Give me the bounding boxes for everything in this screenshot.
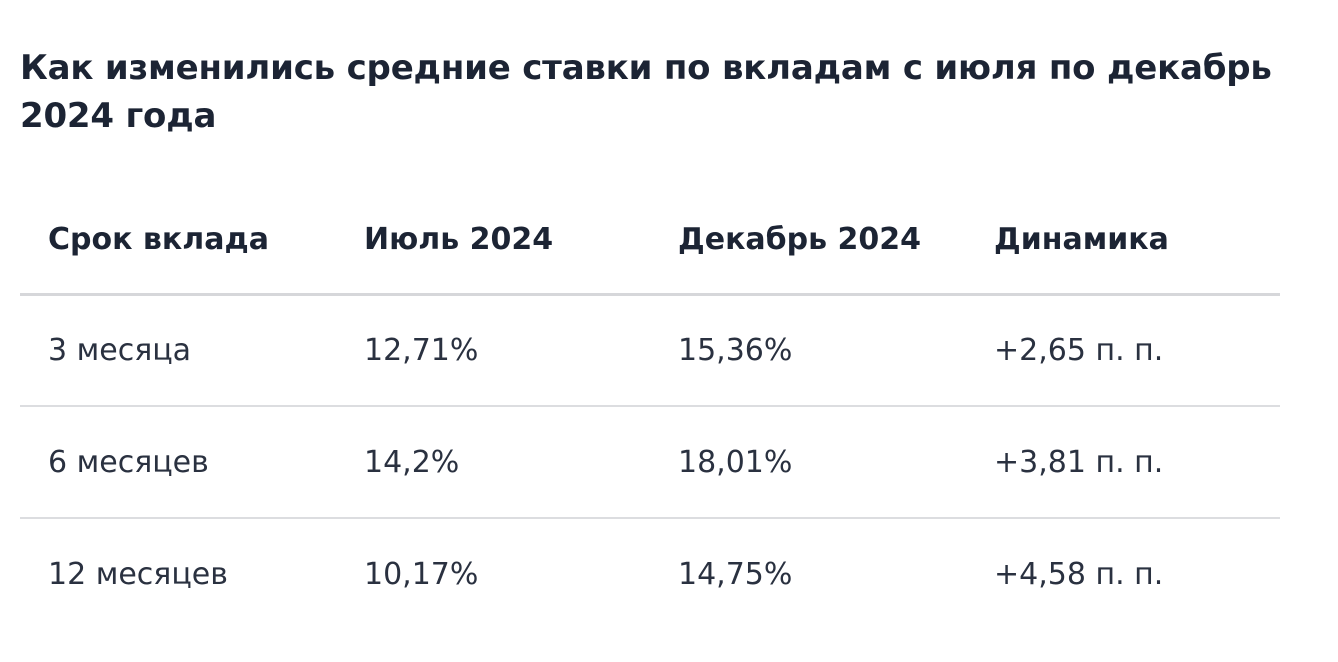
- cell-july-rate: 12,71%: [336, 294, 650, 407]
- header-december-2024: Декабрь 2024: [650, 186, 966, 296]
- table-header-row: Срок вклада Июль 2024 Декабрь 2024 Динам…: [20, 186, 1280, 296]
- cell-december-rate: 18,01%: [650, 406, 966, 519]
- header-july-2024: Июль 2024: [336, 186, 650, 296]
- table-row: 3 месяца 12,71% 15,36% +2,65 п. п.: [20, 294, 1280, 407]
- cell-dynamics: +3,81 п. п.: [966, 406, 1280, 519]
- cell-dynamics: +4,58 п. п.: [994, 557, 1164, 592]
- cell-july-rate: 14,2%: [336, 406, 650, 519]
- cell-july-rate: 10,17%: [364, 557, 479, 592]
- cell-dynamics: +2,65 п. п.: [966, 294, 1280, 407]
- deposit-rates-table: Срок вклада Июль 2024 Декабрь 2024 Динам…: [20, 186, 1280, 630]
- cell-december-rate: 15,36%: [650, 294, 966, 407]
- header-dynamics: Динамика: [966, 186, 1280, 296]
- table-row: 12 месяцев 10,17% 14,75% +4,58 п. п.: [20, 518, 1280, 630]
- header-term: Срок вклада: [20, 186, 336, 296]
- cell-term: 6 месяцев: [20, 406, 336, 519]
- cell-term: 3 месяца: [20, 294, 336, 407]
- cell-december-rate: 14,75%: [678, 557, 793, 592]
- table-row: 6 месяцев 14,2% 18,01% +3,81 п. п.: [20, 406, 1280, 519]
- cell-term: 12 месяцев: [48, 557, 228, 592]
- page-title: Как изменились средние ставки по вкладам…: [20, 48, 1272, 136]
